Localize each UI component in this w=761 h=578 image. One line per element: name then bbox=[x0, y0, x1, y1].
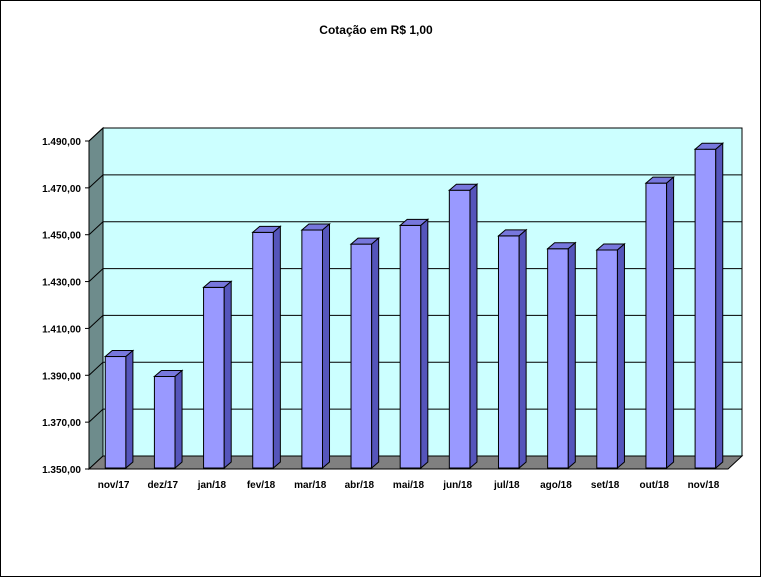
bar-side bbox=[322, 222, 331, 470]
bar bbox=[251, 225, 282, 470]
x-tick-label: jul/18 bbox=[493, 480, 520, 491]
bar-side bbox=[125, 349, 134, 470]
gridline-side bbox=[88, 361, 104, 376]
bar-front bbox=[497, 235, 520, 469]
x-tick-label: nov/17 bbox=[98, 480, 130, 491]
left-wall bbox=[88, 126, 104, 471]
bar bbox=[644, 176, 675, 470]
bar-side bbox=[469, 183, 478, 470]
bar-front bbox=[252, 231, 274, 469]
gridline-side bbox=[88, 221, 104, 236]
bar-side bbox=[223, 280, 232, 470]
bar-side bbox=[715, 142, 724, 470]
bar-front bbox=[153, 375, 176, 469]
gridline-side bbox=[88, 127, 104, 142]
gridline-side bbox=[88, 315, 104, 329]
gridline-side bbox=[88, 408, 104, 423]
x-tick-label: jun/18 bbox=[442, 480, 472, 491]
bar-front bbox=[203, 286, 225, 469]
bar bbox=[103, 349, 135, 470]
bar bbox=[202, 280, 233, 470]
bar bbox=[300, 222, 331, 470]
bar-front bbox=[350, 243, 373, 469]
x-tick-label: nov/18 bbox=[688, 480, 720, 491]
bar-front bbox=[547, 248, 569, 469]
x-axis-ticks: nov/17 dez/17 jan/18 fev/18 mar/18 abr/18 mai/… bbox=[98, 480, 720, 491]
bar-side bbox=[616, 242, 625, 470]
x-tick-label: set/18 bbox=[591, 480, 620, 491]
bar-side bbox=[174, 369, 183, 470]
bar-front bbox=[596, 249, 618, 469]
bar-side bbox=[518, 228, 527, 470]
bar bbox=[693, 142, 725, 470]
bar-front bbox=[399, 224, 422, 469]
bar-side bbox=[371, 236, 380, 470]
bar-front bbox=[694, 148, 717, 469]
bar bbox=[447, 183, 479, 470]
gridline-side bbox=[88, 268, 104, 282]
bar bbox=[497, 228, 528, 470]
y-tick-label: 1.410,00 bbox=[42, 324, 81, 335]
x-tick-label: jan/18 bbox=[197, 480, 227, 491]
chart-title: Cotação em R$ 1,00 bbox=[319, 23, 433, 37]
x-tick-label: mai/18 bbox=[393, 480, 425, 491]
gridline-side bbox=[88, 174, 104, 189]
bar bbox=[595, 242, 626, 470]
bar bbox=[349, 236, 381, 470]
y-axis-ticks: 1.350,00 1.370,00 1.390,00 1.410,00 1.430,00… bbox=[42, 137, 89, 476]
x-tick-label: fev/18 bbox=[247, 480, 276, 491]
y-tick-label: 1.490,00 bbox=[42, 137, 81, 148]
x-tick-label: out/18 bbox=[640, 480, 670, 491]
bar bbox=[153, 369, 184, 470]
bar bbox=[546, 241, 577, 470]
y-tick-label: 1.450,00 bbox=[42, 231, 81, 242]
bar bbox=[398, 218, 430, 470]
y-tick-label: 1.370,00 bbox=[42, 418, 81, 429]
x-tick-label: ago/18 bbox=[540, 480, 572, 491]
y-tick-label: 1.350,00 bbox=[42, 465, 81, 476]
x-tick-label: mar/18 bbox=[294, 480, 327, 491]
x-tick-label: dez/17 bbox=[147, 480, 178, 491]
bar-side bbox=[567, 241, 576, 470]
bar-side bbox=[666, 176, 675, 470]
y-tick-label: 1.470,00 bbox=[42, 184, 81, 195]
x-tick-label: abr/18 bbox=[345, 480, 375, 491]
bar-side bbox=[420, 218, 429, 470]
bar-front bbox=[448, 189, 471, 469]
y-tick-label: 1.430,00 bbox=[42, 278, 81, 289]
bars bbox=[103, 142, 725, 470]
bar-front bbox=[301, 229, 324, 469]
y-tick-label: 1.390,00 bbox=[42, 371, 81, 382]
bar-side bbox=[272, 225, 281, 470]
bar-front bbox=[104, 356, 127, 469]
bar-front bbox=[645, 182, 668, 469]
